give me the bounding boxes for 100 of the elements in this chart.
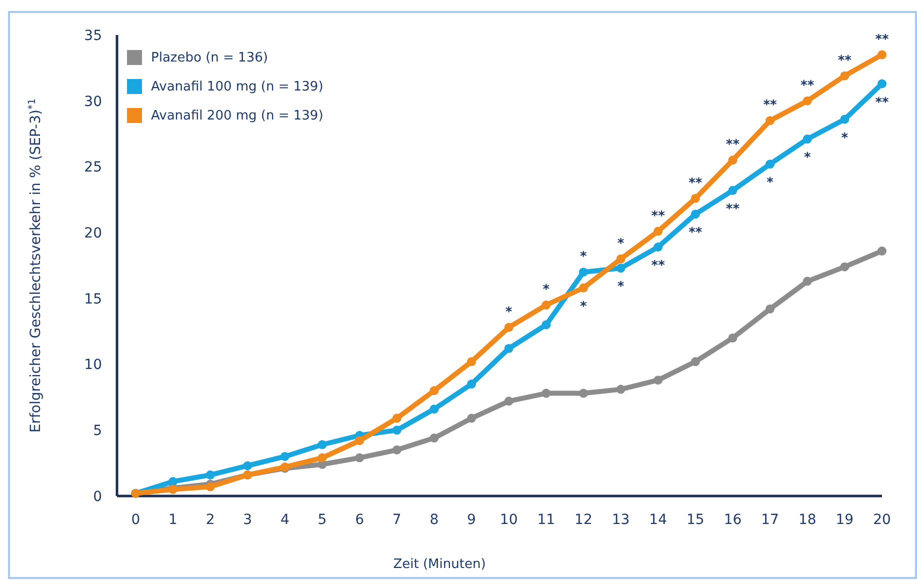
point bbox=[578, 283, 588, 292]
point bbox=[430, 404, 439, 414]
y-tick-label: 35 bbox=[84, 28, 102, 44]
point bbox=[430, 386, 439, 396]
x-tick-label: 18 bbox=[798, 512, 816, 528]
x-tick-label: 5 bbox=[318, 512, 327, 528]
point bbox=[690, 210, 700, 219]
point bbox=[578, 268, 588, 277]
point bbox=[504, 322, 514, 332]
x-tick-label: 6 bbox=[355, 512, 364, 528]
point bbox=[542, 300, 551, 310]
annotation: * bbox=[617, 236, 624, 252]
point bbox=[728, 333, 738, 342]
x-tick-label: 14 bbox=[649, 512, 668, 528]
point bbox=[243, 461, 252, 470]
annotation: ** bbox=[688, 176, 702, 191]
x-axis-title: Zeit (Minuten) bbox=[393, 557, 486, 572]
point bbox=[840, 71, 850, 80]
annotation: * bbox=[580, 250, 588, 265]
point bbox=[878, 50, 886, 60]
annotation: ** bbox=[726, 202, 740, 217]
annotation: ** bbox=[688, 226, 702, 241]
point bbox=[355, 453, 364, 462]
x-tick-label: 7 bbox=[392, 512, 402, 528]
point bbox=[802, 276, 812, 286]
annotation: * bbox=[841, 130, 848, 146]
point bbox=[467, 380, 476, 389]
point bbox=[728, 156, 738, 165]
point bbox=[840, 114, 850, 124]
annotation: ** bbox=[726, 138, 740, 153]
point bbox=[802, 96, 812, 106]
point bbox=[766, 304, 775, 314]
annotation: ** bbox=[800, 78, 814, 94]
x-tick-label: 15 bbox=[686, 512, 704, 528]
annotation: * bbox=[542, 282, 550, 298]
point bbox=[878, 246, 886, 256]
point bbox=[542, 320, 551, 330]
x-tick-label: 8 bbox=[430, 512, 439, 528]
point bbox=[206, 470, 215, 480]
x-tick-label: 4 bbox=[280, 512, 290, 528]
x-tick-label: 3 bbox=[243, 512, 252, 528]
point bbox=[206, 482, 215, 492]
annotation: * bbox=[766, 176, 774, 191]
annotation: ** bbox=[875, 95, 889, 110]
point bbox=[616, 264, 626, 273]
point bbox=[467, 414, 476, 423]
point bbox=[318, 453, 327, 462]
annotation: * bbox=[505, 304, 512, 320]
annotation: * bbox=[617, 280, 624, 295]
point bbox=[430, 434, 439, 443]
annotation: ** bbox=[838, 53, 852, 68]
point bbox=[280, 452, 290, 461]
y-tick-label: 10 bbox=[84, 357, 102, 374]
annotation: ** bbox=[763, 98, 778, 114]
annotation: * bbox=[804, 150, 811, 166]
y-tick-label: 25 bbox=[84, 160, 102, 176]
point bbox=[654, 376, 663, 385]
point bbox=[690, 357, 700, 366]
x-tick-label: 11 bbox=[537, 512, 556, 528]
legend-label: Avanafil 200 mg (n = 139) bbox=[151, 108, 324, 124]
annotation: ** bbox=[875, 32, 889, 48]
point bbox=[542, 388, 551, 398]
point bbox=[840, 262, 850, 272]
point bbox=[616, 254, 626, 264]
point bbox=[318, 440, 327, 450]
point bbox=[766, 160, 775, 169]
x-tick-label: 2 bbox=[206, 512, 215, 528]
point bbox=[766, 116, 775, 126]
x-tick-label: 9 bbox=[467, 512, 476, 528]
y-tick-label: 5 bbox=[93, 423, 102, 440]
x-tick-label: 16 bbox=[724, 512, 742, 528]
x-tick-label: 1 bbox=[168, 512, 178, 528]
point bbox=[654, 226, 663, 236]
point bbox=[616, 384, 626, 394]
x-tick-label: 20 bbox=[873, 512, 891, 528]
point bbox=[168, 477, 178, 486]
point bbox=[578, 388, 588, 398]
annotation: ** bbox=[651, 258, 666, 274]
point bbox=[355, 436, 364, 446]
x-tick-label: 12 bbox=[574, 512, 592, 528]
point bbox=[728, 186, 738, 195]
point bbox=[467, 357, 476, 366]
point bbox=[654, 242, 663, 252]
point bbox=[392, 426, 402, 435]
legend-label: Plazebo (n = 136) bbox=[151, 50, 268, 66]
point bbox=[690, 194, 700, 203]
y-tick-label: 15 bbox=[84, 291, 102, 308]
x-tick-label: 19 bbox=[836, 512, 854, 528]
point bbox=[504, 396, 514, 406]
annotation: * bbox=[580, 299, 588, 314]
y-tick-label: 30 bbox=[84, 94, 102, 110]
y-tick-label: 20 bbox=[84, 225, 102, 242]
x-tick-label: 17 bbox=[761, 512, 779, 528]
x-tick-label: 10 bbox=[500, 512, 518, 528]
point bbox=[392, 414, 402, 423]
point bbox=[504, 344, 514, 353]
x-tick-label: 13 bbox=[612, 512, 630, 528]
x-tick-label: 0 bbox=[131, 512, 140, 528]
legend-label: Avanafil 100 mg (n = 139) bbox=[151, 80, 324, 95]
point bbox=[802, 134, 812, 144]
